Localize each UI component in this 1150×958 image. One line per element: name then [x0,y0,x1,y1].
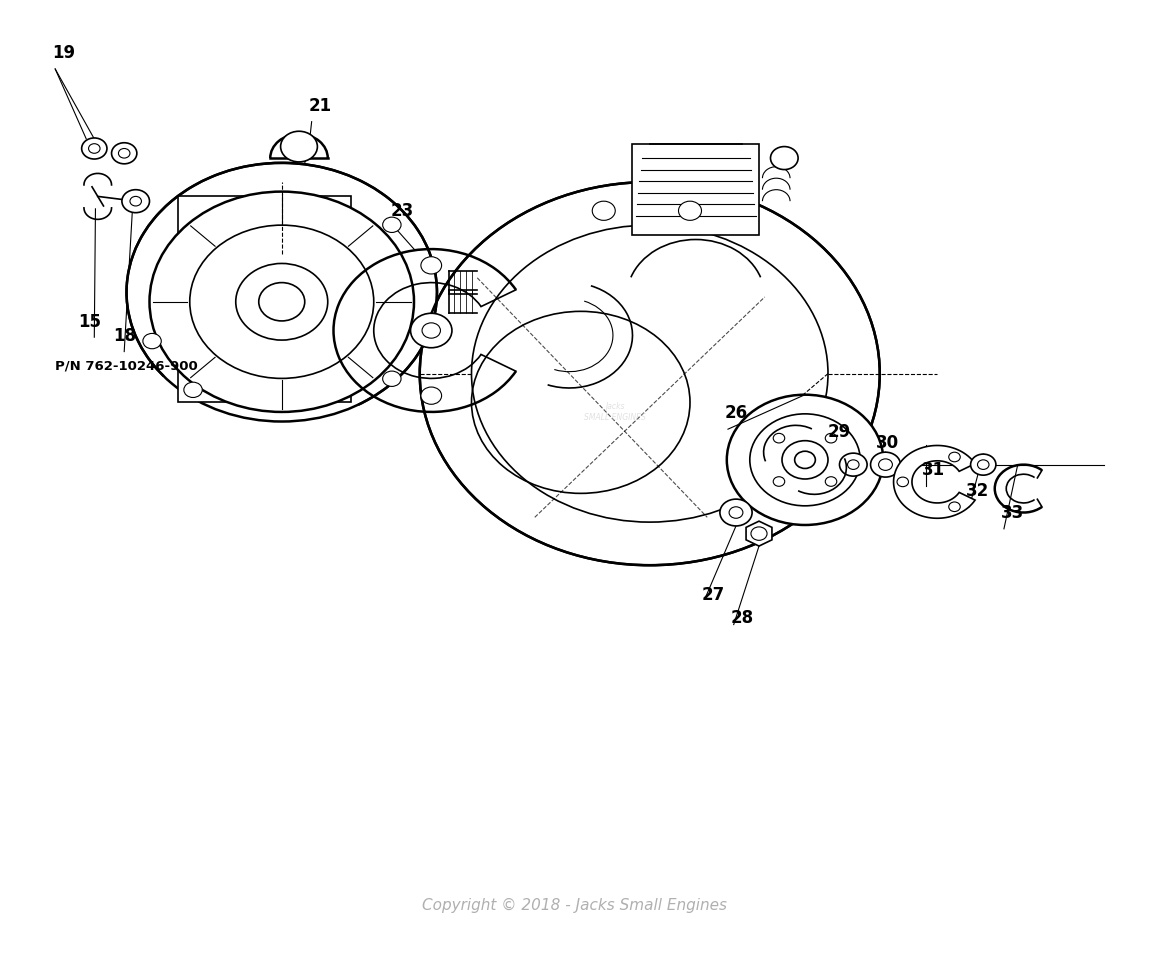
Circle shape [971,454,996,475]
Circle shape [729,507,743,518]
Text: 21: 21 [308,97,331,115]
Circle shape [840,453,867,476]
Circle shape [727,395,883,525]
Text: Copyright © 2018 - Jacks Small Engines: Copyright © 2018 - Jacks Small Engines [422,898,728,913]
Text: 29: 29 [828,422,851,441]
Circle shape [871,452,900,477]
Circle shape [826,477,837,487]
Circle shape [720,499,752,526]
Text: 31: 31 [922,461,945,479]
Circle shape [773,433,784,443]
Circle shape [126,163,437,422]
Circle shape [848,460,859,469]
Circle shape [184,382,202,398]
Text: 27: 27 [702,585,724,604]
Circle shape [383,371,401,386]
Polygon shape [632,144,759,235]
Circle shape [89,144,100,153]
Circle shape [383,217,401,233]
Text: 28: 28 [730,609,753,627]
Circle shape [782,441,828,479]
Text: 33: 33 [1000,504,1024,522]
Circle shape [949,452,960,462]
Circle shape [678,201,702,220]
Circle shape [190,225,374,378]
Circle shape [150,192,414,412]
Text: 30: 30 [876,434,899,452]
Circle shape [421,387,442,404]
Circle shape [879,459,892,470]
Circle shape [143,333,161,349]
Text: 18: 18 [113,327,136,345]
Circle shape [420,182,880,565]
Polygon shape [746,521,772,546]
Polygon shape [178,196,351,402]
Circle shape [411,313,452,348]
Text: 23: 23 [391,202,414,220]
Circle shape [130,196,141,206]
Circle shape [421,257,442,274]
Circle shape [259,283,305,321]
Text: 15: 15 [78,312,101,331]
Polygon shape [894,445,975,518]
Circle shape [795,451,815,468]
Circle shape [773,477,784,487]
Circle shape [122,190,150,213]
Circle shape [118,148,130,158]
Circle shape [112,143,137,164]
Circle shape [750,414,860,506]
Text: 32: 32 [966,482,989,500]
Circle shape [826,433,837,443]
Text: Jacks
SMALL ENGINES: Jacks SMALL ENGINES [584,402,646,422]
Circle shape [281,131,317,162]
Text: 19: 19 [52,44,75,62]
Circle shape [82,138,107,159]
Circle shape [978,460,989,469]
Circle shape [770,147,798,170]
Circle shape [592,201,615,220]
Circle shape [236,263,328,340]
Circle shape [949,502,960,512]
Circle shape [751,527,767,540]
Circle shape [897,477,908,487]
Text: 26: 26 [724,403,748,422]
Text: P/N 762-10246-900: P/N 762-10246-900 [55,359,198,373]
Circle shape [422,323,440,338]
